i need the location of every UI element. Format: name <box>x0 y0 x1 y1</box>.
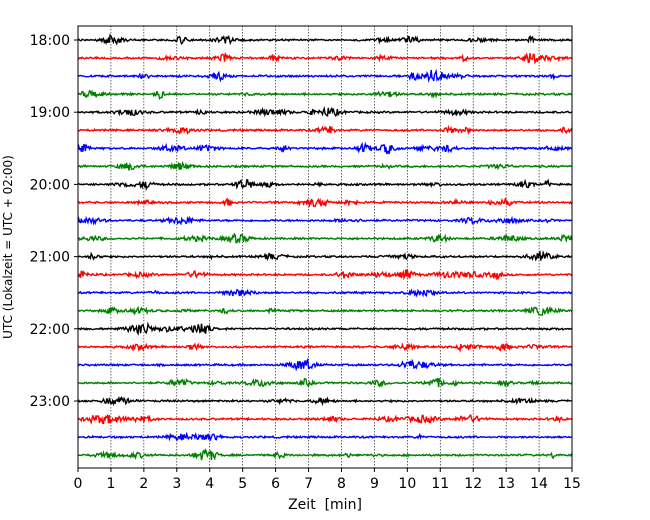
seismic-trace <box>77 215 573 226</box>
x-tick-label: 11 <box>431 476 449 492</box>
y-tick-label: 20:00 <box>30 177 70 193</box>
x-tick-label: 2 <box>139 476 148 492</box>
x-tick-label: 13 <box>497 476 515 492</box>
y-tick-label: 21:00 <box>30 250 70 266</box>
seismic-trace <box>77 395 573 407</box>
seismic-trace <box>77 249 573 262</box>
y-tick-label: 23:00 <box>30 394 70 410</box>
x-axis-label: Zeit [min] <box>288 497 362 513</box>
seismic-trace <box>77 431 573 442</box>
x-tick-label: 10 <box>398 476 416 492</box>
seismic-trace <box>77 89 573 100</box>
y-axis-label: UTC (Lokalzeit = UTC + 02:00) <box>1 155 15 339</box>
seismic-trace <box>77 51 573 65</box>
x-tick-label: 9 <box>370 476 379 492</box>
x-tick-label: 1 <box>106 476 115 492</box>
seismic-trace <box>77 377 573 389</box>
x-tick-label: 6 <box>271 476 280 492</box>
y-axis: 18:00 19:00 20:00 21:00 22:00 23:00 <box>30 33 78 410</box>
seismic-trace <box>77 141 573 155</box>
seismic-trace <box>77 160 573 171</box>
seismic-trace <box>77 68 573 84</box>
seismic-trace <box>77 413 573 426</box>
y-tick-label: 19:00 <box>30 105 70 121</box>
seismic-trace <box>77 33 573 46</box>
seismic-trace <box>77 305 573 316</box>
x-tick-label: 7 <box>304 476 313 492</box>
x-axis: 0 1 2 3 4 5 6 7 8 9 10 11 12 13 14 15 <box>74 468 581 492</box>
seismic-trace <box>77 269 573 281</box>
seismic-trace <box>77 357 573 372</box>
x-tick-label: 5 <box>238 476 247 492</box>
traces-group <box>77 33 573 461</box>
y-tick-label: 22:00 <box>30 322 70 338</box>
seismic-trace <box>77 448 573 461</box>
seismic-trace <box>77 288 573 298</box>
x-tick-label: 4 <box>205 476 214 492</box>
seismic-trace <box>77 321 573 336</box>
x-tick-label: 14 <box>530 476 548 492</box>
seismic-trace <box>77 124 573 136</box>
x-tick-label: 8 <box>337 476 346 492</box>
x-tick-label: 0 <box>74 476 83 492</box>
plot-background <box>78 26 572 468</box>
seismic-trace <box>77 232 573 244</box>
seismic-trace <box>77 197 573 208</box>
x-tick-label: 12 <box>464 476 482 492</box>
seismic-trace <box>77 105 573 118</box>
seismic-trace <box>77 342 573 353</box>
x-tick-label: 3 <box>172 476 181 492</box>
y-tick-label: 18:00 <box>30 33 70 49</box>
seismic-trace <box>77 178 573 192</box>
plot-frame <box>77 25 573 469</box>
x-tick-label: 15 <box>563 476 581 492</box>
